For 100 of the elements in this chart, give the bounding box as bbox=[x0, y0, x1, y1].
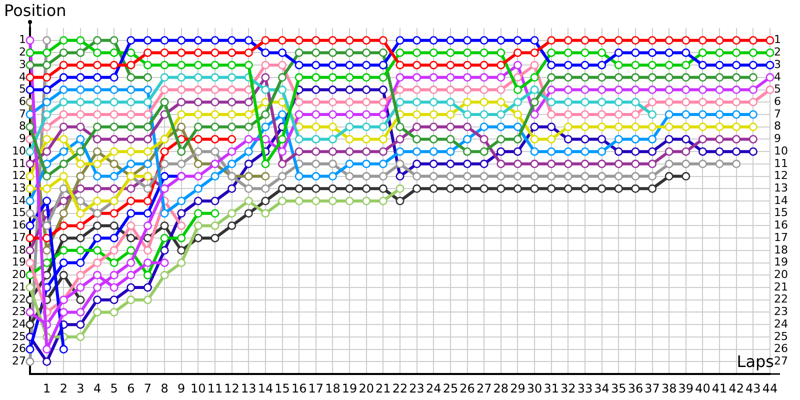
point bbox=[143, 36, 152, 45]
y-tick-label: 18 bbox=[12, 243, 26, 256]
point bbox=[143, 48, 152, 57]
point bbox=[59, 160, 68, 168]
point bbox=[194, 134, 202, 144]
point bbox=[396, 73, 404, 82]
point bbox=[698, 160, 707, 168]
point bbox=[648, 48, 657, 57]
point bbox=[732, 134, 741, 144]
point bbox=[480, 172, 488, 181]
point bbox=[698, 122, 707, 132]
point bbox=[126, 196, 136, 206]
point bbox=[126, 258, 136, 268]
point bbox=[480, 134, 488, 144]
point bbox=[631, 110, 640, 119]
point bbox=[42, 134, 52, 144]
point bbox=[715, 36, 724, 45]
point bbox=[496, 48, 506, 57]
point bbox=[261, 110, 270, 119]
point bbox=[160, 73, 169, 82]
point bbox=[631, 147, 640, 156]
point bbox=[463, 48, 472, 57]
point bbox=[42, 73, 52, 82]
point bbox=[110, 134, 118, 144]
point bbox=[42, 110, 52, 119]
point bbox=[210, 86, 220, 94]
point bbox=[177, 86, 186, 94]
point bbox=[547, 134, 556, 144]
point bbox=[513, 48, 522, 57]
point bbox=[228, 48, 236, 57]
point bbox=[93, 184, 102, 193]
point bbox=[513, 134, 522, 144]
y-tick-label: 10 bbox=[12, 144, 26, 158]
point bbox=[194, 36, 202, 45]
point bbox=[362, 86, 371, 94]
y-axis-title: Position bbox=[4, 1, 66, 20]
point bbox=[76, 86, 85, 94]
y2-tick-label: 13 bbox=[774, 182, 788, 194]
point bbox=[194, 98, 202, 106]
point bbox=[682, 134, 690, 144]
point bbox=[126, 134, 136, 144]
point bbox=[160, 172, 169, 181]
point bbox=[93, 234, 102, 242]
point bbox=[378, 172, 388, 181]
point bbox=[530, 184, 539, 193]
point bbox=[362, 160, 371, 168]
point bbox=[328, 48, 337, 57]
y2-tick-label: 15 bbox=[774, 206, 788, 220]
point bbox=[110, 48, 118, 57]
point bbox=[76, 196, 85, 206]
point bbox=[748, 60, 758, 70]
point bbox=[412, 122, 422, 132]
point bbox=[631, 160, 640, 168]
point bbox=[26, 122, 34, 132]
point bbox=[748, 122, 758, 132]
point bbox=[110, 110, 118, 119]
point bbox=[480, 73, 488, 82]
point bbox=[748, 48, 758, 57]
point bbox=[42, 147, 52, 156]
point bbox=[160, 60, 169, 70]
point bbox=[160, 86, 169, 94]
point bbox=[547, 60, 556, 70]
point bbox=[664, 48, 674, 57]
point bbox=[480, 122, 488, 132]
point bbox=[698, 134, 707, 144]
y2-tick-label: 3 bbox=[774, 58, 781, 71]
point bbox=[496, 73, 506, 82]
point bbox=[210, 234, 220, 242]
x-tick-label: 28 bbox=[493, 381, 509, 396]
point bbox=[513, 110, 522, 119]
point bbox=[26, 36, 34, 45]
point bbox=[126, 246, 136, 255]
point bbox=[378, 110, 388, 119]
point bbox=[143, 246, 152, 255]
point bbox=[648, 184, 657, 193]
point bbox=[210, 209, 220, 218]
point bbox=[463, 184, 472, 193]
point bbox=[530, 86, 539, 94]
point bbox=[59, 122, 68, 132]
point bbox=[194, 60, 202, 70]
point bbox=[228, 86, 236, 94]
point bbox=[530, 98, 539, 106]
point bbox=[463, 36, 472, 45]
point bbox=[547, 98, 556, 106]
y2-tick-label: 22 bbox=[774, 292, 788, 306]
point bbox=[110, 98, 118, 106]
point bbox=[194, 86, 202, 94]
y-tick-label: 22 bbox=[12, 292, 26, 306]
point bbox=[362, 98, 371, 106]
point bbox=[177, 110, 186, 119]
point bbox=[328, 134, 337, 144]
point bbox=[580, 122, 590, 132]
point bbox=[345, 98, 354, 106]
x-tick-label: 23 bbox=[409, 381, 424, 396]
point bbox=[93, 86, 102, 94]
point bbox=[261, 73, 270, 82]
point bbox=[228, 160, 236, 168]
point bbox=[446, 147, 455, 156]
point bbox=[278, 36, 287, 45]
point bbox=[547, 86, 556, 94]
